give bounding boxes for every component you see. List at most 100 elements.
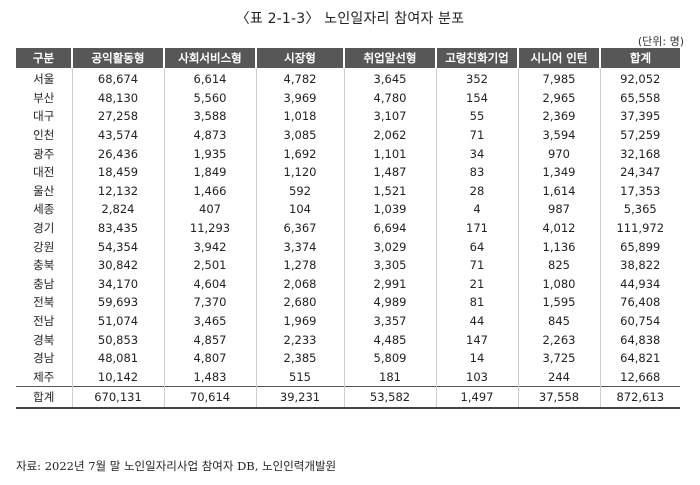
- value-cell: 18,459: [71, 162, 164, 182]
- value-cell: 1,080: [517, 274, 600, 294]
- total-value-cell: 39,231: [255, 386, 344, 410]
- value-cell: 17,353: [599, 181, 680, 201]
- value-cell: 3,725: [517, 348, 600, 368]
- table-row: 경기 83,435 11,293 6,367 6,694 171 4,012 111,972: [16, 218, 680, 238]
- table-row: 전북 59,693 7,370 2,680 4,989 81 1,595 76,408: [16, 293, 680, 312]
- total-value-cell: 872,613: [599, 386, 680, 410]
- value-cell: 3,357: [343, 311, 436, 331]
- region-cell: 전남: [33, 314, 55, 329]
- region-cell: 대구: [33, 109, 55, 124]
- value-cell: 12,132: [71, 181, 164, 201]
- value-cell: 1,969: [255, 311, 344, 331]
- value-cell: 2,965: [517, 88, 600, 108]
- value-cell: 26,436: [71, 144, 164, 163]
- column-header: 시장형: [255, 48, 344, 68]
- value-cell: 3,374: [255, 237, 344, 256]
- region-cell: 전북: [33, 295, 55, 310]
- value-cell: 51,074: [71, 311, 164, 331]
- value-cell: 1,136: [517, 237, 600, 256]
- value-cell: 147: [435, 330, 518, 349]
- value-cell: 592: [255, 181, 344, 201]
- region-cell: 경북: [33, 332, 55, 347]
- region-cell: 서울: [33, 72, 55, 87]
- value-cell: 2,263: [517, 330, 600, 349]
- value-cell: 2,062: [343, 125, 436, 145]
- value-cell: 4,012: [517, 218, 600, 238]
- value-cell: 1,120: [255, 162, 344, 182]
- value-cell: 3,594: [517, 125, 600, 145]
- value-cell: 407: [163, 200, 256, 219]
- value-cell: 4,485: [343, 330, 436, 349]
- value-cell: 65,899: [599, 237, 680, 256]
- value-cell: 6,694: [343, 218, 436, 238]
- value-cell: 4,604: [163, 274, 256, 294]
- value-cell: 2,068: [255, 274, 344, 294]
- value-cell: 11,293: [163, 218, 256, 238]
- value-cell: 2,369: [517, 107, 600, 126]
- column-header: 공익활동형: [71, 48, 164, 68]
- total-value-cell: 53,582: [343, 386, 436, 410]
- value-cell: 171: [435, 218, 518, 238]
- value-cell: 68,674: [71, 68, 164, 89]
- value-cell: 515: [255, 367, 344, 387]
- value-cell: 54,354: [71, 237, 164, 256]
- table-row: 경남 48,081 4,807 2,385 5,809 14 3,725 64,821: [16, 348, 680, 368]
- value-cell: 34,170: [71, 274, 164, 294]
- unit-label: (단위: 명): [637, 35, 684, 48]
- value-cell: 60,754: [599, 311, 680, 331]
- value-cell: 4,780: [343, 88, 436, 108]
- value-cell: 4: [435, 200, 518, 219]
- value-cell: 76,408: [599, 293, 680, 312]
- value-cell: 4,989: [343, 293, 436, 312]
- region-cell: 경기: [33, 221, 55, 236]
- value-cell: 44,934: [599, 274, 680, 294]
- value-cell: 1,521: [343, 181, 436, 201]
- table-row: 제주 10,142 1,483 515 181 103 244 12,668: [16, 367, 680, 387]
- table-row: 대전 18,459 1,849 1,120 1,487 83 1,349 24,347: [16, 162, 680, 182]
- value-cell: 1,466: [163, 181, 256, 201]
- value-cell: 6,614: [163, 68, 256, 89]
- table-row: 세종 2,824 407 104 1,039 4 987 5,365: [16, 200, 680, 219]
- column-header: 시니어 인턴: [517, 48, 600, 68]
- total-value-cell: 70,614: [163, 386, 256, 410]
- value-cell: 3,969: [255, 88, 344, 108]
- total-value-cell: 670,131: [71, 386, 164, 410]
- value-cell: 352: [435, 68, 518, 89]
- value-cell: 987: [517, 200, 600, 219]
- total-value-cell: 1,497: [435, 386, 518, 410]
- region-cell: 울산: [33, 183, 55, 198]
- table-row: 충남 34,170 4,604 2,068 2,991 21 1,080 44,934: [16, 274, 680, 294]
- value-cell: 43,574: [71, 125, 164, 145]
- table-row: 대구 27,258 3,588 1,018 3,107 55 2,369 37,395: [16, 107, 680, 126]
- value-cell: 3,645: [343, 68, 436, 89]
- value-cell: 4,857: [163, 330, 256, 349]
- region-cell: 인천: [33, 128, 55, 143]
- value-cell: 28: [435, 181, 518, 201]
- value-cell: 1,692: [255, 144, 344, 163]
- participant-distribution-table: 구분 공익활동형 사회서비스형 시장형 취업알선형 고령친화기업 시니어 인턴 합계 서울 68…: [16, 48, 680, 410]
- region-cell: 제주: [33, 369, 55, 384]
- column-header: 고령친화기업: [435, 48, 518, 68]
- table-row: 서울 68,674 6,614 4,782 3,645 352 7,985 92,052: [16, 68, 680, 89]
- value-cell: 64: [435, 237, 518, 256]
- value-cell: 1,595: [517, 293, 600, 312]
- header-row: 구분 공익활동형 사회서비스형 시장형 취업알선형 고령친화기업 시니어 인턴 합계: [16, 48, 680, 68]
- value-cell: 970: [517, 144, 600, 163]
- table-title: 〈표 2-1-3〉 노인일자리 참여자 분포: [235, 11, 465, 27]
- value-cell: 30,842: [71, 255, 164, 275]
- value-cell: 83,435: [71, 218, 164, 238]
- source-note: 자료: 2022년 7월 말 노인일자리사업 참여자 DB, 노인인력개발원: [16, 459, 337, 473]
- value-cell: 38,822: [599, 255, 680, 275]
- value-cell: 6,367: [255, 218, 344, 238]
- value-cell: 55: [435, 107, 518, 126]
- value-cell: 64,838: [599, 330, 680, 349]
- value-cell: 12,668: [599, 367, 680, 387]
- column-header: 사회서비스형: [163, 48, 256, 68]
- value-cell: 154: [435, 88, 518, 108]
- table-row: 인천 43,574 4,873 3,085 2,062 71 3,594 57,259: [16, 125, 680, 145]
- value-cell: 50,853: [71, 330, 164, 349]
- column-header: 취업알선형: [343, 48, 436, 68]
- region-cell: 광주: [33, 146, 55, 161]
- value-cell: 1,278: [255, 255, 344, 275]
- table-row: 부산 48,130 5,560 3,969 4,780 154 2,965 65,558: [16, 88, 680, 108]
